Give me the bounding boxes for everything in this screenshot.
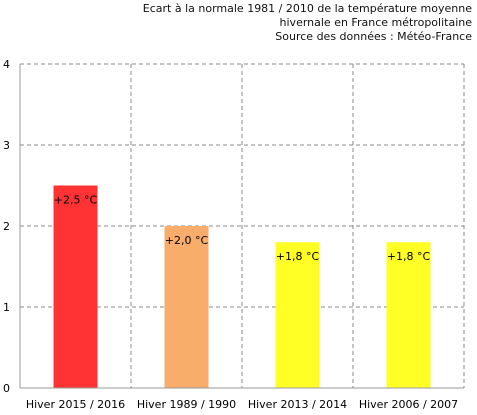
y-tick-label: 1 — [3, 301, 10, 314]
bar-data-label: +2,5 °C — [54, 194, 98, 207]
chart-title-line-2: hivernale en France métropolitaine — [279, 16, 472, 29]
bar-data-label: +2,0 °C — [165, 234, 209, 247]
y-tick-label: 4 — [3, 58, 10, 71]
axis-layer — [19, 64, 464, 389]
bar — [164, 226, 209, 388]
bars-layer — [53, 185, 431, 388]
bar — [386, 242, 431, 388]
chart-title-line-1: Ecart à la normale 1981 / 2010 de la tem… — [142, 2, 472, 15]
x-category-label: Hiver 2015 / 2016 — [26, 398, 125, 411]
bar — [275, 242, 320, 388]
x-category-label: Hiver 2013 / 2014 — [248, 398, 347, 411]
bar — [53, 185, 98, 388]
x-category-label: Hiver 1989 / 1990 — [137, 398, 236, 411]
x-category-label: Hiver 2006 / 2007 — [359, 398, 458, 411]
chart-title-line-3: Source des données : Météo-France — [275, 30, 472, 43]
y-tick-label: 3 — [3, 139, 10, 152]
bar-data-label: +1,8 °C — [276, 250, 320, 263]
bar-data-label: +1,8 °C — [387, 250, 431, 263]
labels-layer: 0 1 2 3 4 +2,5 °C Hiver 2015 / 2016 +2,0 °C Hive… — [3, 58, 458, 411]
chart-title: Ecart à la normale 1981 / 2010 de la tem… — [72, 2, 472, 44]
y-tick-label: 2 — [3, 220, 10, 233]
y-tick-label: 0 — [3, 382, 10, 395]
